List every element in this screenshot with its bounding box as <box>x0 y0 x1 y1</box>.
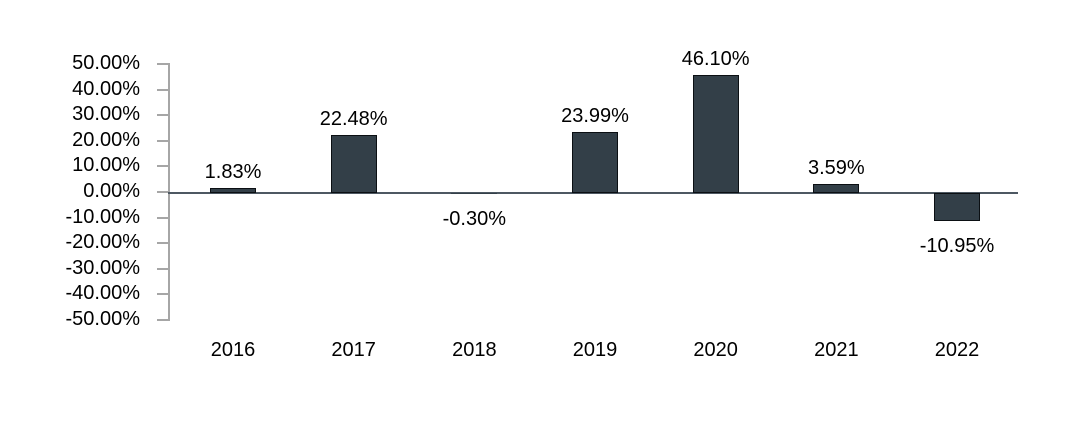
y-axis-tick <box>157 88 168 91</box>
y-axis-tick <box>157 216 168 219</box>
value-label-2017: 22.48% <box>319 108 388 131</box>
y-axis-tick-label: -40.00% <box>65 282 141 305</box>
x-axis-label-2022: 2022 <box>934 339 980 361</box>
bar-2021 <box>813 183 860 193</box>
y-axis-tick <box>157 293 168 296</box>
y-axis-tick-label: -10.00% <box>65 205 141 228</box>
y-axis-tick-label: -20.00% <box>65 231 141 254</box>
bar-2018 <box>451 193 498 194</box>
x-axis-label-2019: 2019 <box>572 339 618 361</box>
bar-2022 <box>934 193 981 222</box>
y-axis-tick-label: -50.00% <box>65 308 141 330</box>
y-axis-tick-label: -30.00% <box>65 256 141 279</box>
y-axis-tick <box>157 63 168 65</box>
value-label-2021: 3.59% <box>807 156 865 179</box>
bar-2020 <box>692 74 739 193</box>
y-axis-tick-label: 30.00% <box>72 103 140 126</box>
x-axis-line <box>168 192 1018 194</box>
y-axis-tick-label: 10.00% <box>72 154 140 177</box>
value-label-2020: 46.10% <box>681 47 750 70</box>
y-axis-tick <box>157 139 168 142</box>
bar-2017 <box>330 135 377 193</box>
bar-2016 <box>210 188 256 193</box>
x-axis-label-2021: 2021 <box>814 339 859 361</box>
value-label-2018: -0.30% <box>442 207 507 230</box>
y-axis-tick <box>157 267 168 270</box>
x-axis-label-2017: 2017 <box>331 339 376 361</box>
y-axis-tick-label: 50.00% <box>72 52 140 74</box>
y-axis-tick <box>157 191 168 193</box>
y-axis-tick <box>157 165 168 168</box>
x-axis-label-2018: 2018 <box>452 339 497 361</box>
bar-2019 <box>572 131 618 193</box>
y-axis-tick <box>157 319 168 321</box>
y-axis-tick-label: 20.00% <box>72 128 140 151</box>
y-axis-tick <box>157 242 168 245</box>
value-label-2016: 1.83% <box>204 161 262 184</box>
x-axis-label-2016: 2016 <box>210 339 256 361</box>
y-axis-tick-label: 40.00% <box>72 77 140 100</box>
y-axis-tick <box>157 114 168 117</box>
x-axis-label-2020: 2020 <box>693 339 738 361</box>
value-label-2022: -10.95% <box>919 235 995 258</box>
value-label-2019: 23.99% <box>561 104 629 127</box>
y-axis-tick-label: 0.00% <box>83 180 140 202</box>
